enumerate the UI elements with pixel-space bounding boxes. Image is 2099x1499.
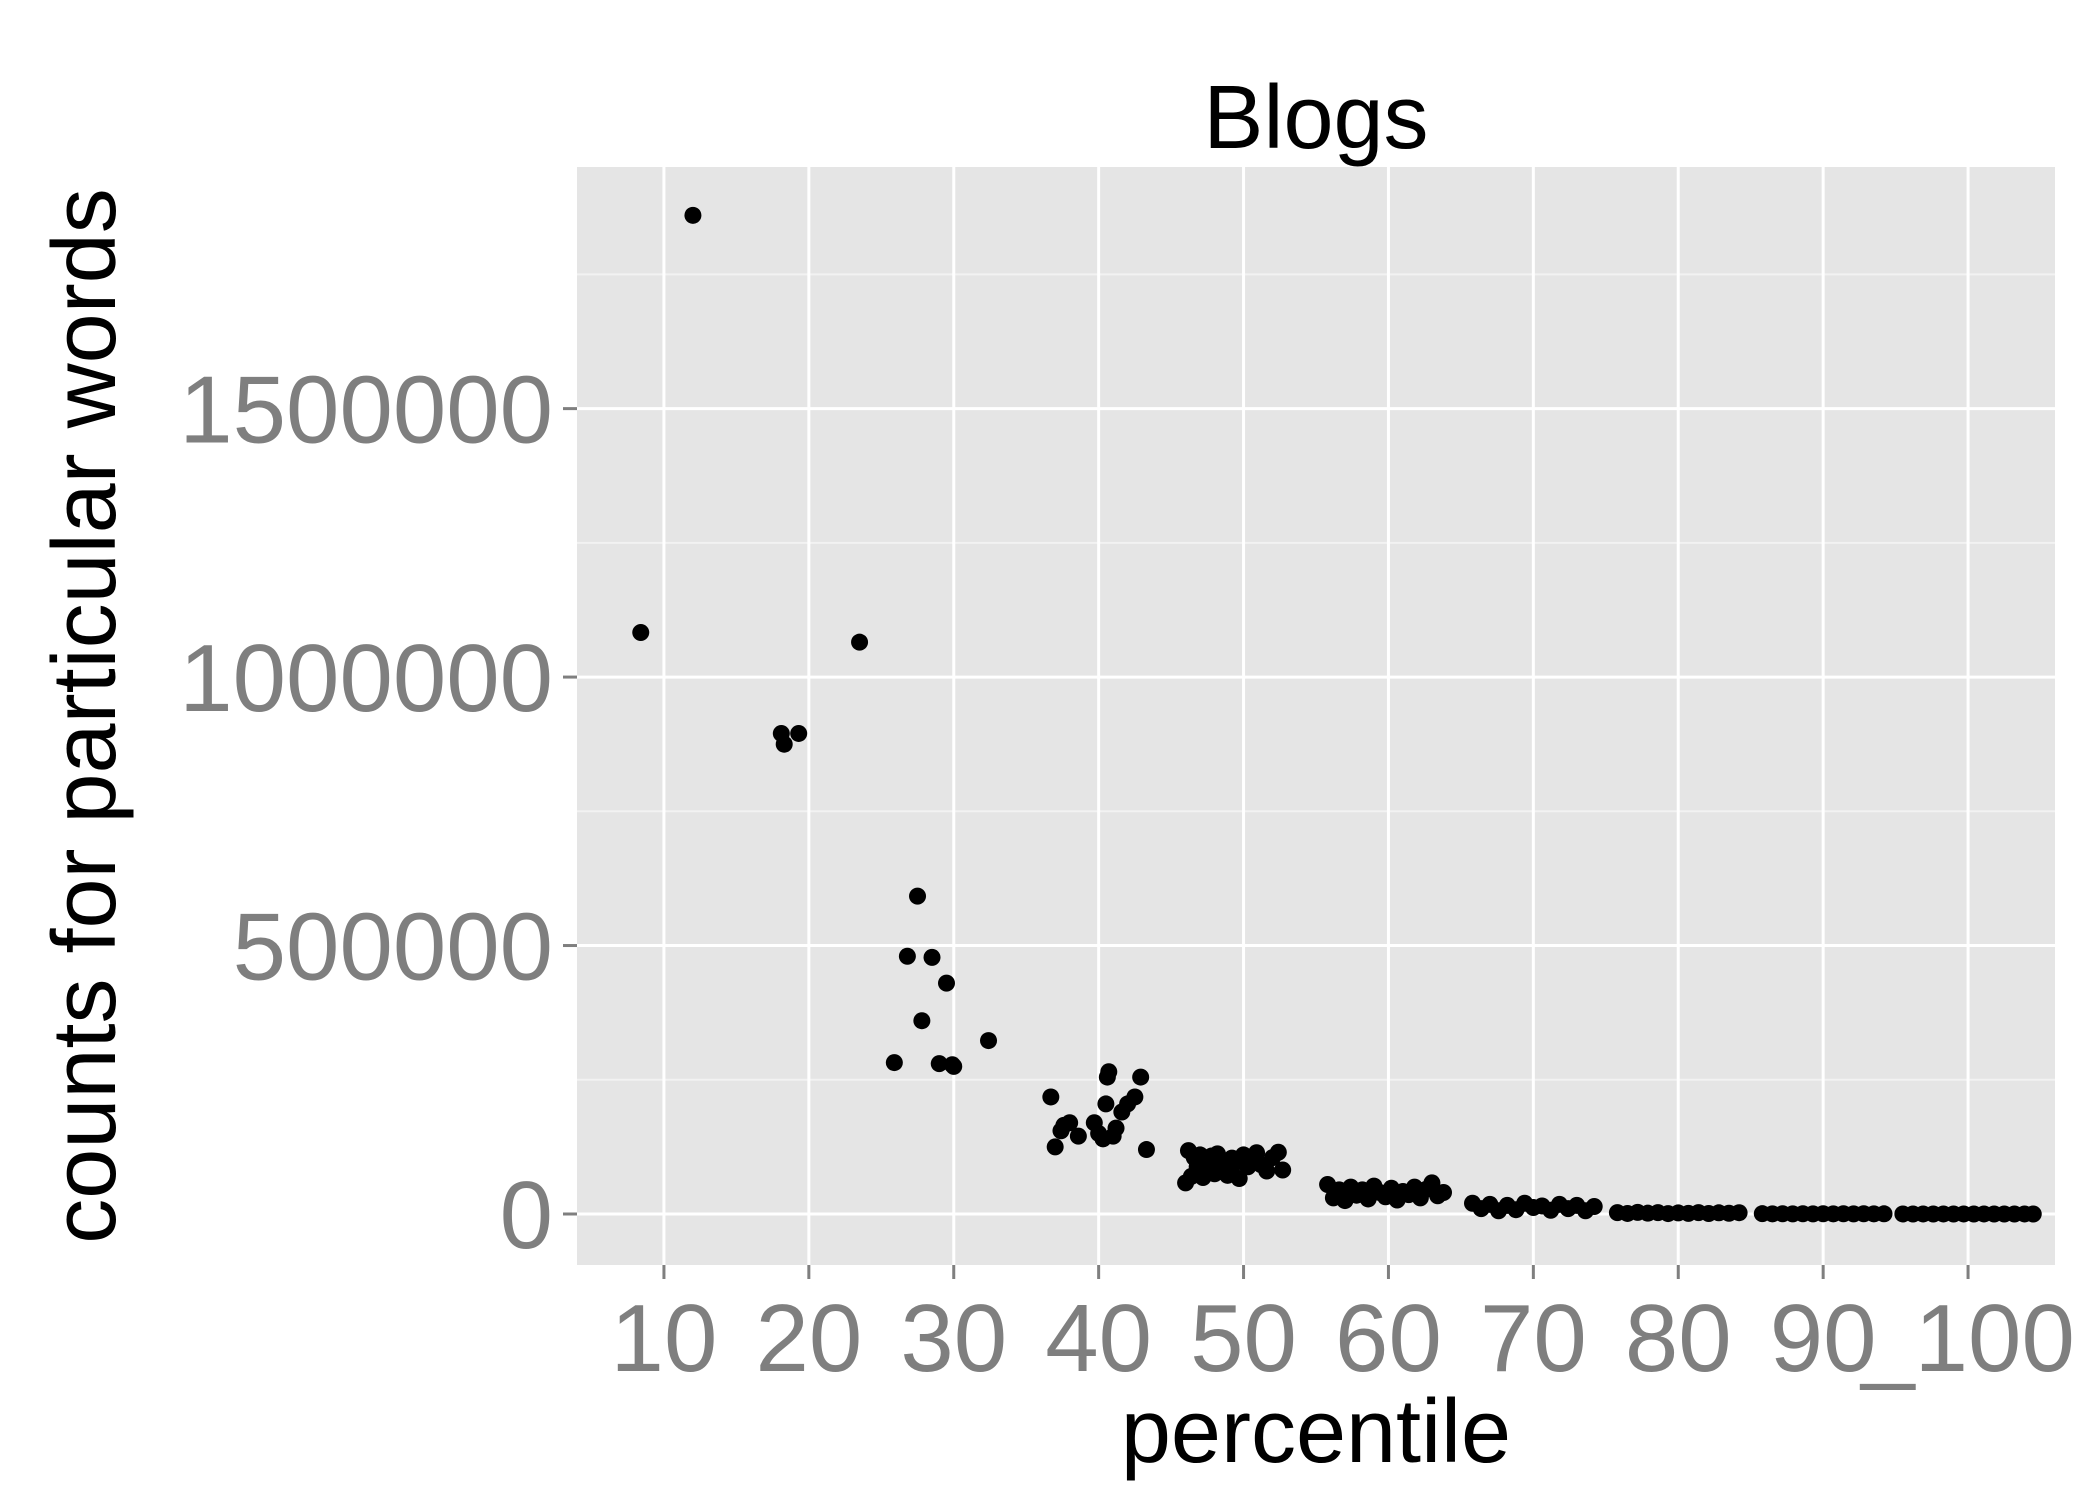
data-point xyxy=(775,735,793,753)
data-point xyxy=(1046,1138,1064,1156)
data-point xyxy=(909,887,927,905)
data-point xyxy=(1100,1063,1118,1081)
x-axis-title: percentile xyxy=(1121,1382,1511,1482)
x-tick-label: 50 xyxy=(1190,1285,1297,1392)
x-tick-label: 20 xyxy=(755,1285,862,1392)
x-tick-labels: 10 20 30 40 50 60 70 80 90_100 xyxy=(611,1285,2075,1392)
data-point xyxy=(930,1055,948,1073)
x-tick-label: 10 xyxy=(611,1285,718,1392)
data-point xyxy=(1132,1068,1150,1086)
x-tick-label: 80 xyxy=(1625,1285,1732,1392)
data-point xyxy=(1730,1204,1748,1222)
data-point xyxy=(2024,1205,2042,1223)
grid-major xyxy=(577,167,2055,1265)
data-point xyxy=(980,1032,998,1050)
data-point xyxy=(1042,1088,1060,1106)
data-point xyxy=(1137,1141,1155,1159)
y-axis-title: counts for particular words xyxy=(35,188,135,1243)
y-tick-label: 500000 xyxy=(233,894,553,1001)
data-point xyxy=(790,724,808,742)
data-point xyxy=(913,1012,931,1030)
y-tick-label: 1500000 xyxy=(179,357,553,464)
x-tick-label: 70 xyxy=(1480,1285,1587,1392)
data-point xyxy=(632,624,650,642)
x-tick-label: 90 xyxy=(1770,1285,1877,1392)
x-tick-label: _100 xyxy=(1859,1285,2075,1392)
data-point xyxy=(898,947,916,965)
data-point xyxy=(1061,1114,1079,1132)
y-tick-label: 1000000 xyxy=(179,625,553,732)
data-point xyxy=(1230,1170,1248,1188)
chart-title: Blogs xyxy=(1203,68,1428,168)
y-tick-labels: 0 500000 1000000 1500000 xyxy=(179,357,553,1269)
data-point xyxy=(1875,1205,1893,1223)
data-point xyxy=(1435,1184,1453,1202)
data-point xyxy=(945,1057,963,1075)
x-tick-label: 30 xyxy=(900,1285,1007,1392)
data-point xyxy=(938,974,955,992)
data-point xyxy=(1585,1197,1603,1215)
data-point xyxy=(1274,1161,1292,1179)
data-point xyxy=(684,206,702,224)
axis-ticks xyxy=(563,407,1970,1279)
data-point xyxy=(851,633,869,651)
data-point xyxy=(923,948,941,966)
data-point xyxy=(1258,1162,1276,1180)
data-point xyxy=(1107,1119,1125,1137)
data-point xyxy=(1069,1127,1087,1145)
data-point xyxy=(1423,1174,1441,1192)
grid-minor xyxy=(577,273,2055,1081)
y-tick-label: 0 xyxy=(500,1162,553,1269)
x-tick-label: 60 xyxy=(1335,1285,1442,1392)
data-point xyxy=(1126,1088,1144,1106)
data-point xyxy=(1097,1095,1115,1113)
data-points xyxy=(632,206,2042,1223)
data-point xyxy=(1269,1143,1287,1161)
x-tick-label: 40 xyxy=(1045,1285,1152,1392)
data-point xyxy=(885,1054,903,1072)
plot-panel xyxy=(577,167,2055,1265)
